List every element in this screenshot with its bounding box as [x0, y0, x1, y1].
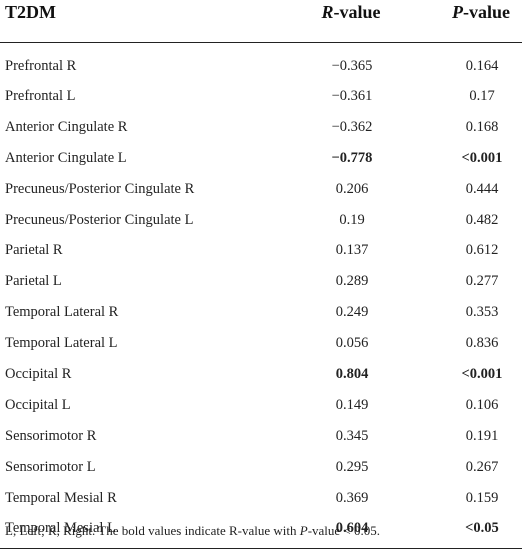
p-value-cell: 0.267: [465, 458, 499, 475]
p-value-cell: 0.277: [465, 273, 499, 290]
r-value-cell: 0.206: [335, 180, 369, 197]
r-value-cell: 0.345: [335, 427, 369, 444]
r-value-cell: 0.295: [335, 458, 369, 475]
r-value-cell: 0.289: [335, 273, 369, 290]
header-p-value: P-value: [410, 0, 522, 43]
p-value-cell: 0.106: [465, 396, 499, 413]
header-p-italic: P: [452, 2, 463, 22]
r-value-cell: −0.362: [331, 118, 373, 135]
p-value-cell: 0.836: [465, 335, 499, 352]
p-value-cell: 0.353: [465, 304, 499, 321]
region-cell: Occipital R: [5, 365, 72, 382]
header-r-value: R-value: [272, 0, 410, 43]
table-row: Occipital R 0.804 <0.001: [0, 359, 522, 390]
table-header: T2DM R-value P-value: [0, 0, 522, 43]
p-value-cell: <0.001: [461, 149, 503, 166]
p-value-cell: 0.164: [465, 57, 499, 74]
table-row: Sensorimotor R 0.345 0.191: [0, 421, 522, 452]
r-value-cell: −0.365: [331, 57, 373, 74]
r-value-cell: 0.149: [335, 396, 369, 413]
table-row: Precuneus/Posterior Cingulate L 0.19 0.482: [0, 205, 522, 236]
r-value-cell: 0.19: [339, 211, 365, 228]
r-value-cell: 0.137: [335, 242, 369, 259]
region-cell: Parietal R: [5, 242, 63, 259]
region-cell: Sensorimotor L: [5, 458, 96, 475]
region-cell: Precuneus/Posterior Cingulate L: [5, 211, 194, 228]
p-value-cell: 0.159: [465, 489, 499, 506]
region-cell: Precuneus/Posterior Cingulate R: [5, 180, 195, 197]
r-value-cell: 0.369: [335, 489, 369, 506]
table-body: Prefrontal R −0.365 0.164 Prefrontal L −0.36…: [0, 43, 522, 549]
region-cell: Temporal Lateral R: [5, 304, 119, 321]
p-value-cell: 0.17: [469, 87, 495, 104]
region-cell: Prefrontal R: [5, 57, 77, 74]
p-value-cell: 0.191: [465, 427, 499, 444]
region-cell: Temporal Mesial R: [5, 489, 117, 506]
header-r-italic: R: [321, 2, 334, 22]
table-row: Temporal Mesial R 0.369 0.159: [0, 483, 522, 514]
table-row: Temporal Lateral L 0.056 0.836: [0, 328, 522, 359]
region-cell: Occipital L: [5, 396, 71, 413]
table-row: Occipital L 0.149 0.106: [0, 390, 522, 421]
p-value-cell: 0.444: [465, 180, 499, 197]
r-value-cell: 0.249: [335, 304, 369, 321]
table-row: Sensorimotor L 0.295 0.267: [0, 452, 522, 483]
table-footnote: L, Left; R, Right. The bold values indic…: [5, 523, 380, 539]
region-cell: Temporal Lateral L: [5, 335, 118, 352]
p-value-cell: <0.001: [461, 365, 503, 382]
footnote-italic: P: [299, 523, 308, 538]
table-row: Prefrontal L −0.361 0.17: [0, 81, 522, 112]
r-value-cell: 0.804: [335, 365, 369, 382]
header-group: T2DM: [0, 0, 272, 43]
table-row: Precuneus/Posterior Cingulate R 0.206 0.44…: [0, 174, 522, 205]
table-row: Anterior Cingulate R −0.362 0.168: [0, 112, 522, 143]
table-row: Temporal Lateral R 0.249 0.353: [0, 297, 522, 328]
region-cell: Prefrontal L: [5, 87, 76, 104]
table-row: Parietal R 0.137 0.612: [0, 235, 522, 266]
header-r-suffix: -value: [333, 2, 381, 22]
p-value-cell: 0.168: [465, 118, 499, 135]
table-row: Prefrontal R −0.365 0.164: [0, 43, 522, 82]
region-cell: Temporal Mesial L: [0, 513, 272, 549]
r-value-cell: 0.056: [335, 335, 369, 352]
p-value-cell: <0.05: [410, 513, 522, 549]
header-row: T2DM R-value P-value: [0, 0, 522, 43]
r-value-cell: −0.778: [331, 149, 373, 166]
footnote-post: -value < 0.05.: [307, 523, 380, 538]
region-cell: Anterior Cingulate L: [5, 149, 127, 166]
table-row: Parietal L 0.289 0.277: [0, 266, 522, 297]
r-value-cell: −0.361: [331, 87, 373, 104]
p-value-cell: 0.482: [465, 211, 499, 228]
header-p-suffix: -value: [463, 2, 510, 22]
p-value-cell: 0.612: [465, 242, 499, 259]
region-cell: Parietal L: [5, 273, 62, 290]
footnote-pre: L, Left; R, Right. The bold values indic…: [5, 523, 300, 538]
table-row: Anterior Cingulate L −0.778 <0.001: [0, 143, 522, 174]
region-cell: Sensorimotor R: [5, 427, 97, 444]
region-cell: Anterior Cingulate R: [5, 118, 128, 135]
